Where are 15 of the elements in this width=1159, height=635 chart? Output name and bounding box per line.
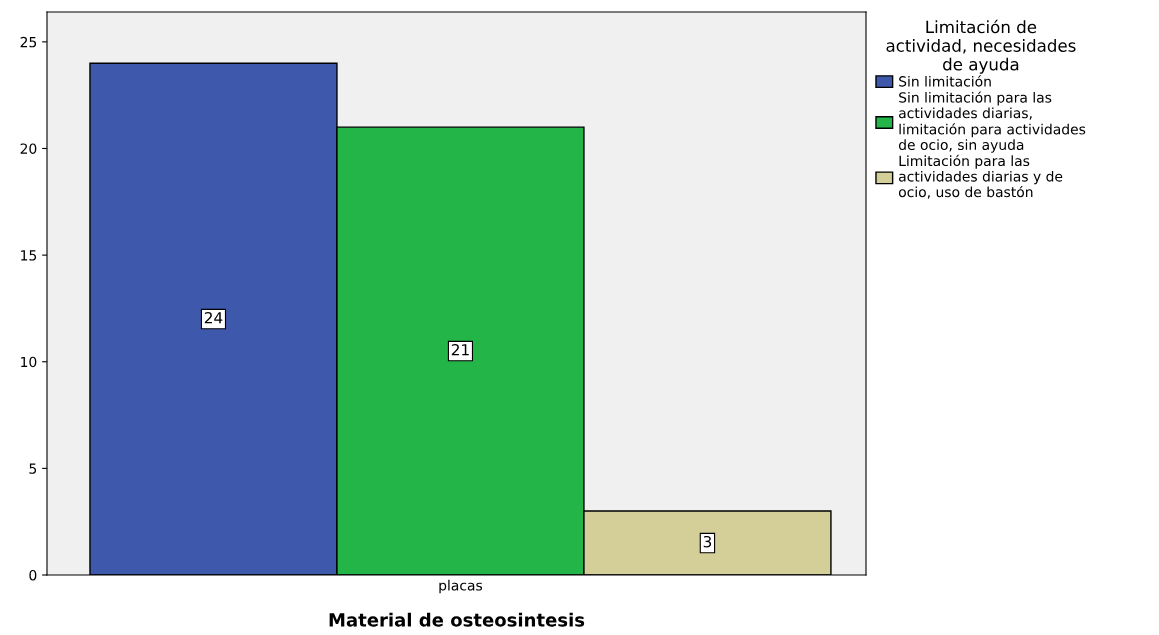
y-tick-label: 0 — [29, 569, 37, 581]
y-tick-label: 10 — [21, 356, 37, 368]
x-tick-label: placas — [439, 579, 483, 594]
data-label: 24 — [204, 311, 223, 324]
legend-label: Sin limitación para las actividades diarias, limitación para actividades de ocio, sin ayuda — [898, 91, 1086, 153]
x-axis-title: Material de osteosintesis — [329, 612, 585, 627]
data-label: 21 — [451, 343, 469, 356]
y-tick-label: 20 — [20, 143, 37, 154]
legend-label: Sin limitación — [899, 75, 991, 87]
y-tick-label: 25 — [20, 36, 37, 48]
legend-label: Limitación para las actividades diarias y de ocio, uso de bastón — [898, 154, 1063, 199]
legend-title: Limitación de actividad, necesidades de ayuda — [886, 19, 1076, 74]
y-tick-label: 5 — [29, 463, 37, 474]
data-label: 3 — [703, 535, 712, 548]
y-tick-label: 15 — [21, 250, 37, 261]
